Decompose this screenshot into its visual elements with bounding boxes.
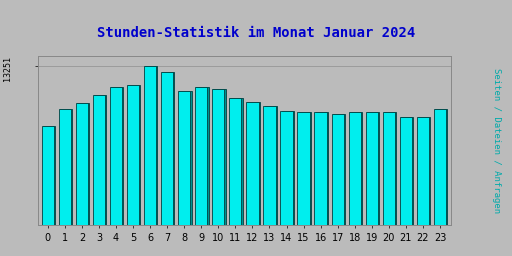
Bar xyxy=(76,103,88,225)
Bar xyxy=(60,109,72,225)
Text: 13251: 13251 xyxy=(3,56,12,81)
Bar xyxy=(401,117,413,225)
Bar xyxy=(314,112,327,225)
Bar xyxy=(128,85,140,225)
Bar xyxy=(400,117,412,225)
Bar xyxy=(110,87,122,225)
Bar xyxy=(214,89,226,225)
Bar xyxy=(333,114,345,225)
Bar xyxy=(93,94,105,225)
Bar xyxy=(94,94,106,225)
Bar xyxy=(418,117,430,225)
Bar xyxy=(145,66,157,225)
Bar xyxy=(349,112,361,225)
Bar xyxy=(195,87,207,225)
Bar xyxy=(212,89,224,225)
Bar xyxy=(229,98,242,225)
Bar xyxy=(196,87,208,225)
Bar xyxy=(246,102,259,225)
Bar xyxy=(161,72,173,225)
Bar xyxy=(382,112,395,225)
Bar xyxy=(263,106,275,225)
Bar xyxy=(350,112,362,225)
Bar xyxy=(178,91,190,225)
Bar xyxy=(59,109,71,225)
Text: Seiten / Dateien / Anfragen: Seiten / Dateien / Anfragen xyxy=(492,68,501,213)
Bar xyxy=(298,112,311,225)
Bar xyxy=(435,109,447,225)
Bar xyxy=(144,66,156,225)
Bar xyxy=(297,112,310,225)
Bar xyxy=(77,103,89,225)
Bar xyxy=(282,111,294,225)
Bar xyxy=(111,87,123,225)
Bar xyxy=(127,85,139,225)
Text: Stunden-Statistik im Monat Januar 2024: Stunden-Statistik im Monat Januar 2024 xyxy=(97,26,415,40)
Bar xyxy=(384,112,396,225)
Bar xyxy=(43,126,55,225)
Bar xyxy=(230,98,243,225)
Bar xyxy=(417,117,429,225)
Bar xyxy=(316,112,328,225)
Bar xyxy=(367,112,379,225)
Bar xyxy=(332,114,344,225)
Bar xyxy=(41,126,54,225)
Bar xyxy=(162,72,175,225)
Bar xyxy=(366,112,378,225)
Bar xyxy=(281,111,293,225)
Bar xyxy=(179,91,191,225)
Bar xyxy=(247,102,260,225)
Bar xyxy=(434,109,446,225)
Bar xyxy=(265,106,277,225)
